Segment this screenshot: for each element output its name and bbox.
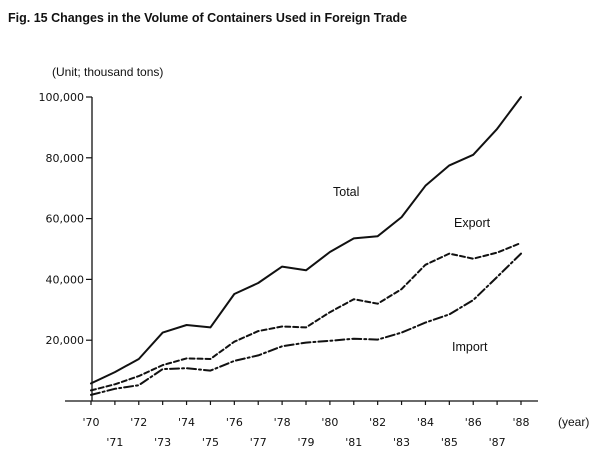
x-tick-label: '83 [393,436,410,449]
series-label-total: Total [333,185,359,199]
x-tick-label: '84 [417,416,434,429]
series-line-import [90,252,522,396]
series-line-total [90,96,522,385]
series-labels: Total Export Import [333,185,491,354]
y-tick-label: 20,000 [46,334,85,347]
y-axis-ticks: 20,000 40,000 60,000 80,000 100,000 [39,91,92,347]
x-tick-label: '72 [130,416,147,429]
x-axis-label: (year) [558,415,589,429]
y-tick-label: 60,000 [46,213,85,226]
x-tick-label: '71 [106,436,123,449]
series-line-export [90,241,522,392]
series-label-import: Import [452,340,488,354]
x-tick-label: '73 [154,436,171,449]
x-tick-label: '74 [178,416,195,429]
x-tick-label: '80 [321,416,338,429]
x-tick-label: '77 [250,436,267,449]
series-lines [90,96,522,396]
series-label-export: Export [454,216,491,230]
x-tick-label: '81 [345,436,362,449]
x-tick-label: '88 [512,416,529,429]
x-axis-ticks: '70 '71 '72 '73 '74 '75 '76 '77 '78 '79 '80 '81 '82 '… [82,401,530,449]
x-tick-label: '82 [369,416,386,429]
x-tick-label: '70 [82,416,99,429]
x-tick-label: '79 [297,436,314,449]
y-tick-label: 100,000 [39,91,85,104]
y-tick-label: 40,000 [46,273,85,286]
x-tick-label: '76 [226,416,243,429]
x-tick-label: '75 [202,436,219,449]
x-tick-label: '87 [489,436,506,449]
chart-title: Fig. 15 Changes in the Volume of Contain… [8,11,407,25]
y-tick-label: 80,000 [46,152,85,165]
x-tick-label: '86 [465,416,482,429]
x-tick-label: '85 [441,436,458,449]
x-tick-label: '78 [274,416,291,429]
unit-label: (Unit; thousand tons) [52,65,163,79]
axes [65,97,538,402]
